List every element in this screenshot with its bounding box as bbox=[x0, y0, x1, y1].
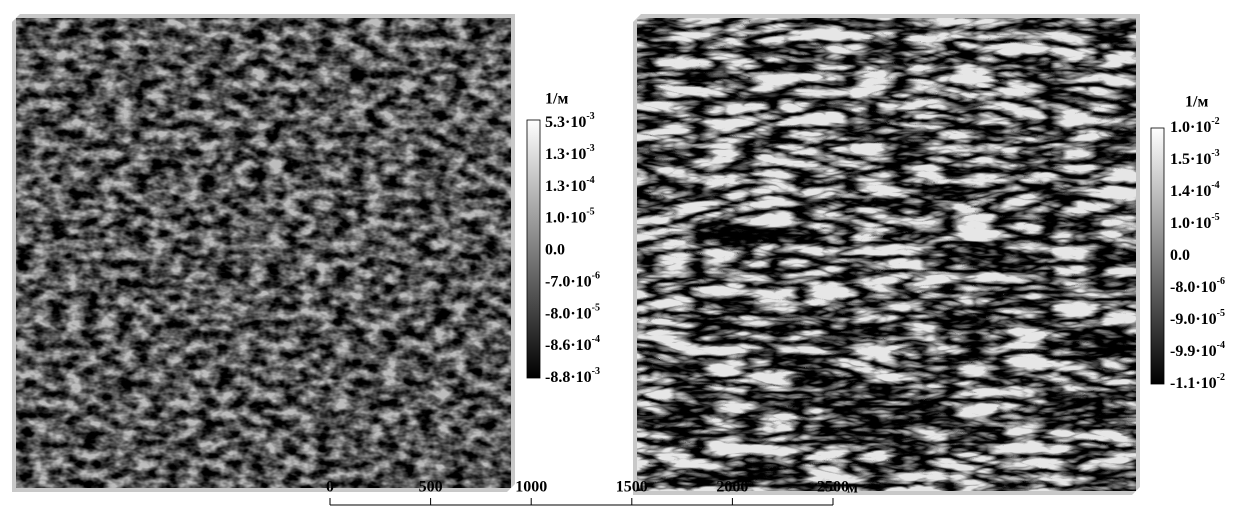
colorbar-label: 0.0 bbox=[545, 241, 565, 258]
colorbar-label: 1.0·10-5 bbox=[1170, 212, 1220, 231]
colorbar-label: 0.0 bbox=[1170, 247, 1190, 264]
colorbar-unit: 1/м bbox=[545, 91, 568, 108]
scale-label: 0 bbox=[326, 479, 334, 496]
colorbar-label: 1.0·10-2 bbox=[1170, 116, 1220, 135]
scale-label: 2000 bbox=[716, 479, 748, 496]
colorbar-label: 5.3·10-3 bbox=[545, 111, 595, 130]
colorbar-label: -7.0·10-6 bbox=[545, 271, 600, 290]
colorbar-label: 1.0·10-5 bbox=[545, 207, 595, 226]
left-map bbox=[12, 14, 515, 492]
colorbar-label: -8.0·10-6 bbox=[1170, 276, 1225, 295]
colorbar-label: 1.3·10-3 bbox=[545, 143, 595, 162]
colorbar-label: 1.4·10-4 bbox=[1170, 180, 1220, 199]
scale-label: 1500 bbox=[616, 479, 648, 496]
colorbar-label: -8.6·10-4 bbox=[545, 334, 600, 353]
colorbar-label: 1.5·10-3 bbox=[1170, 148, 1220, 167]
colorbar-label: -9.0·10-5 bbox=[1170, 308, 1225, 327]
colorbar-label: 1.3·10-4 bbox=[545, 175, 595, 194]
colorbar-label: -9.9·10-4 bbox=[1170, 340, 1225, 359]
colorbar-label: -8.8·10-3 bbox=[545, 366, 600, 385]
scale-label: 1000 bbox=[515, 479, 547, 496]
scale-label: 2500 bbox=[817, 479, 849, 496]
right-map bbox=[633, 14, 1140, 495]
colorbar-label: -8.0·10-5 bbox=[545, 303, 600, 322]
colorbar: 1/м 5.3·10-3 1.3·10-3 1.3·10-4 1.0·10-5 0.0 -… bbox=[526, 91, 600, 386]
colorbar-label: -1.1·10-2 bbox=[1170, 372, 1225, 391]
colorbar-unit: 1/м bbox=[1185, 94, 1208, 111]
colorbar: 1/м 1.0·10-2 1.5·10-3 1.4·10-4 1.0·10-5 0.0 -… bbox=[1150, 94, 1225, 392]
scale-label: 500 bbox=[419, 479, 443, 496]
scale-unit: м bbox=[847, 480, 858, 497]
